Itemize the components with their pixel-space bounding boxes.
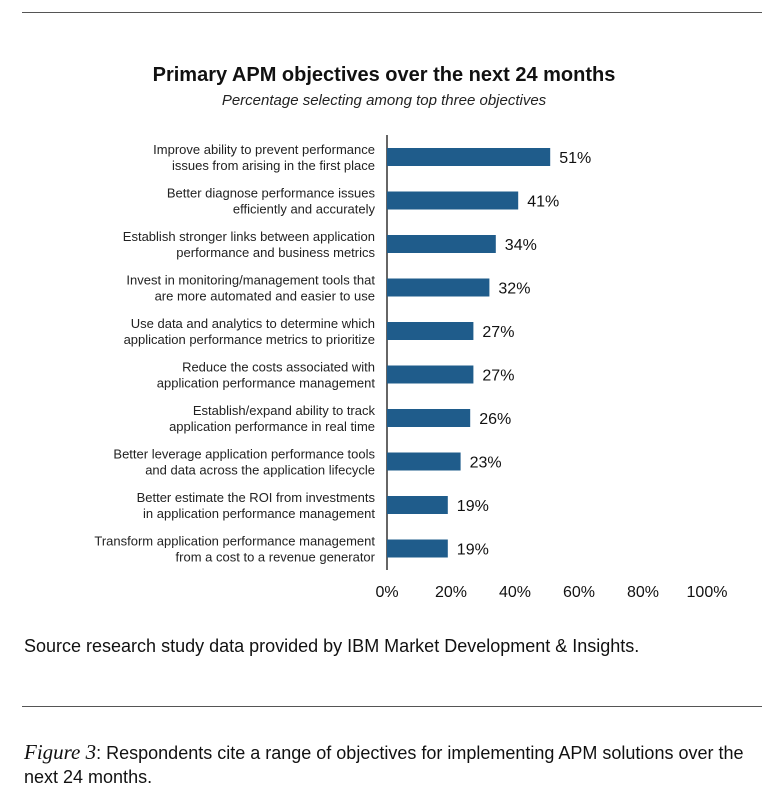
- category-label-line: Establish/expand ability to track: [193, 403, 376, 418]
- bar: [387, 539, 448, 558]
- x-tick-label: 60%: [563, 584, 595, 601]
- caption-text: : Respondents cite a range of objectives…: [24, 743, 744, 787]
- bar: [387, 409, 471, 427]
- category-label-line: application performance metrics to prior…: [124, 332, 375, 347]
- category-label: Establish/expand ability to track applica…: [169, 403, 375, 434]
- data-label: 27%: [482, 368, 514, 385]
- category-label: Reduce the costs associated with applicat…: [157, 360, 376, 391]
- category-label: Invest in monitoring/management tools th…: [126, 273, 375, 304]
- x-tick-label: 0%: [375, 584, 398, 601]
- category-label: Use data and analytics to determine whic…: [124, 316, 375, 347]
- data-label: 26%: [479, 411, 511, 428]
- category-label-line: issues from arising in the first place: [172, 158, 375, 173]
- chart-subtitle: Percentage selecting among top three obj…: [221, 92, 547, 109]
- category-label-line: Transform application performance manage…: [94, 534, 375, 549]
- x-tick-label: 40%: [499, 584, 531, 601]
- category-label: Improve ability to prevent performance is…: [153, 142, 375, 173]
- bar: [387, 278, 490, 297]
- category-label-line: Better leverage application performance …: [113, 447, 375, 462]
- data-label: 23%: [470, 455, 502, 472]
- source-note: Source research study data provided by I…: [24, 636, 640, 656]
- x-tick-label: 80%: [627, 584, 659, 601]
- category-label: Establish stronger links between applica…: [123, 229, 376, 260]
- chart-title: Primary APM objectives over the next 24 …: [152, 64, 616, 86]
- category-label-line: Better diagnose performance issues: [167, 186, 376, 201]
- category-label-line: Reduce the costs associated with: [182, 360, 375, 375]
- data-label: 51%: [559, 150, 591, 167]
- category-label: Better leverage application performance …: [113, 447, 375, 478]
- data-label: 27%: [482, 324, 514, 341]
- data-label: 32%: [498, 281, 530, 298]
- category-label: Better diagnose performance issues effici…: [167, 186, 376, 217]
- category-label-line: Improve ability to prevent performance: [153, 142, 375, 157]
- category-label: Better estimate the ROI from investments…: [137, 490, 376, 521]
- bar: [387, 496, 448, 514]
- bar: [387, 148, 551, 166]
- x-tick-label: 100%: [687, 584, 728, 601]
- category-label-line: Invest in monitoring/management tools th…: [126, 273, 375, 288]
- bar: [387, 452, 461, 471]
- category-label-line: are more automated and easier to use: [155, 289, 375, 304]
- bar: [387, 235, 496, 253]
- data-label: 34%: [505, 237, 537, 254]
- bar-chart: 51% Improve ability to prevent performanc…: [94, 135, 728, 601]
- category-label-line: Establish stronger links between applica…: [123, 229, 375, 244]
- category-label-line: Better estimate the ROI from investments: [137, 490, 376, 505]
- category-label-line: performance and business metrics: [176, 245, 375, 260]
- bar: [387, 365, 474, 384]
- data-label: 19%: [457, 542, 489, 559]
- category-label-line: application performance management: [157, 376, 376, 391]
- top-divider: [22, 12, 762, 13]
- category-label: Transform application performance manage…: [94, 534, 375, 565]
- category-label-line: application performance in real time: [169, 419, 375, 434]
- category-label-line: in application performance management: [143, 506, 375, 521]
- bar: [387, 191, 519, 210]
- caption-divider: [22, 706, 762, 707]
- bar: [387, 322, 474, 340]
- figure-caption: Figure 3: Respondents cite a range of ob…: [24, 740, 744, 789]
- category-label-line: efficiently and accurately: [233, 202, 376, 217]
- category-label-line: from a cost to a revenue generator: [176, 550, 376, 565]
- category-label-line: and data across the application lifecycl…: [145, 463, 375, 478]
- figure-label: Figure 3: [24, 740, 97, 764]
- category-label-line: Use data and analytics to determine whic…: [131, 316, 375, 331]
- data-label: 19%: [457, 498, 489, 515]
- data-label: 41%: [527, 194, 559, 211]
- x-tick-label: 20%: [435, 584, 467, 601]
